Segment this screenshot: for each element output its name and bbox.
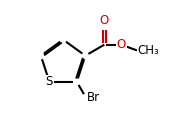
Text: O: O <box>117 38 126 51</box>
Text: Br: Br <box>87 91 100 104</box>
Text: CH₃: CH₃ <box>138 44 159 57</box>
Text: S: S <box>46 75 53 88</box>
Text: O: O <box>100 13 109 27</box>
